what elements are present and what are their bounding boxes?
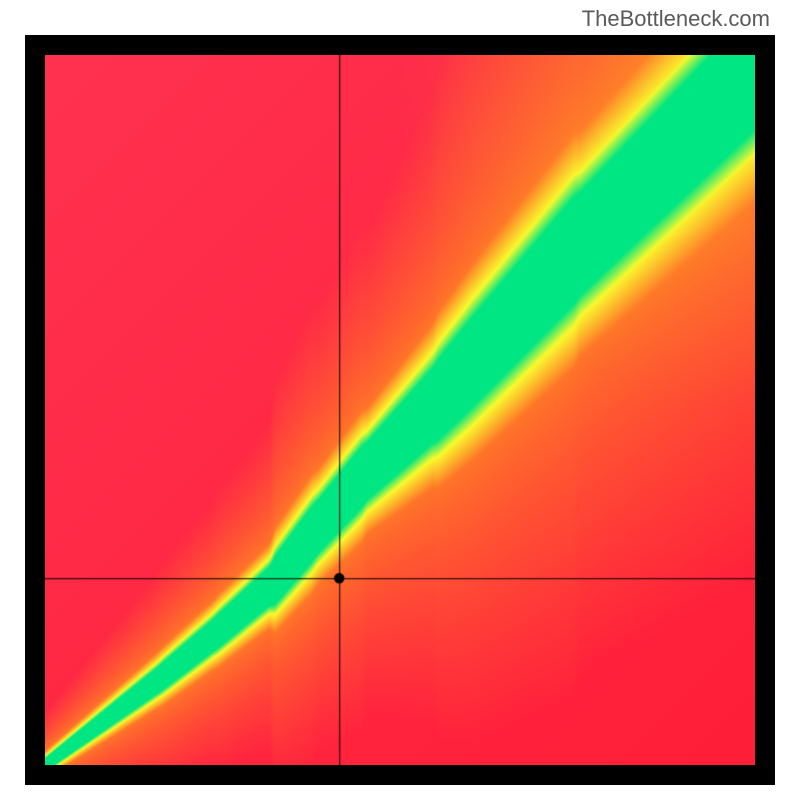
attribution-text: TheBottleneck.com	[582, 6, 770, 32]
bottleneck-heatmap	[45, 55, 755, 765]
chart-container: TheBottleneck.com	[0, 0, 800, 800]
chart-frame	[25, 35, 775, 785]
